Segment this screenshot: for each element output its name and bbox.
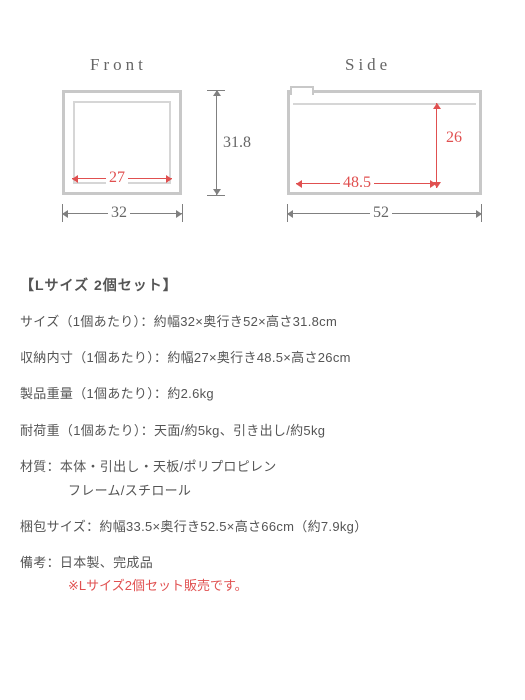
spec-weight: 製品重量（1個あたり）：約2.6kg [20,385,510,403]
spec-size: サイズ（1個あたり）：約幅32×奥行き52×高さ31.8cm [20,313,510,331]
page: Front Side 27 32 31.8 48.5 26 [0,0,525,700]
spec-title: 【Lサイズ 2個セット】 [20,275,510,295]
diagram-area: Front Side 27 32 31.8 48.5 26 [40,55,485,255]
spec-material1: 材質：本体・引出し・天板/ポリプロピレン [20,458,510,476]
dim-front-width-text: 32 [108,205,130,221]
spec-note: ※Lサイズ2個セット販売です。 [20,575,510,594]
cap-h-bot [207,195,225,196]
front-label: Front [90,55,147,75]
dim-height-text: 31.8 [220,135,254,151]
dim-side-inner-height-text: 26 [443,130,465,146]
spec-package: 梱包サイズ：約幅33.5×奥行き52.5×高さ66cm（約7.9kg） [20,518,510,536]
side-handle [290,86,314,95]
dim-side-inner-depth-text: 48.5 [340,175,374,191]
dim-front-inner-width-text: 27 [106,170,128,186]
cap-front-w-r [182,204,183,222]
spec-remarks: 備考：日本製、完成品 [20,554,510,572]
dim-side-inner-height [436,103,437,188]
spec-load: 耐荷重（1個あたり）：天面/約5kg、引き出し/約5kg [20,422,510,440]
spec-material2: フレーム/スチロール [20,482,510,500]
specs: 【Lサイズ 2個セット】 サイズ（1個あたり）：約幅32×奥行き52×高さ31.… [20,275,510,594]
spec-inner: 収納内寸（1個あたり）：約幅27×奥行き48.5×高さ26cm [20,349,510,367]
side-label: Side [345,55,391,75]
side-top-line [293,96,476,105]
dim-height [216,90,217,195]
dim-side-depth-text: 52 [370,205,392,221]
